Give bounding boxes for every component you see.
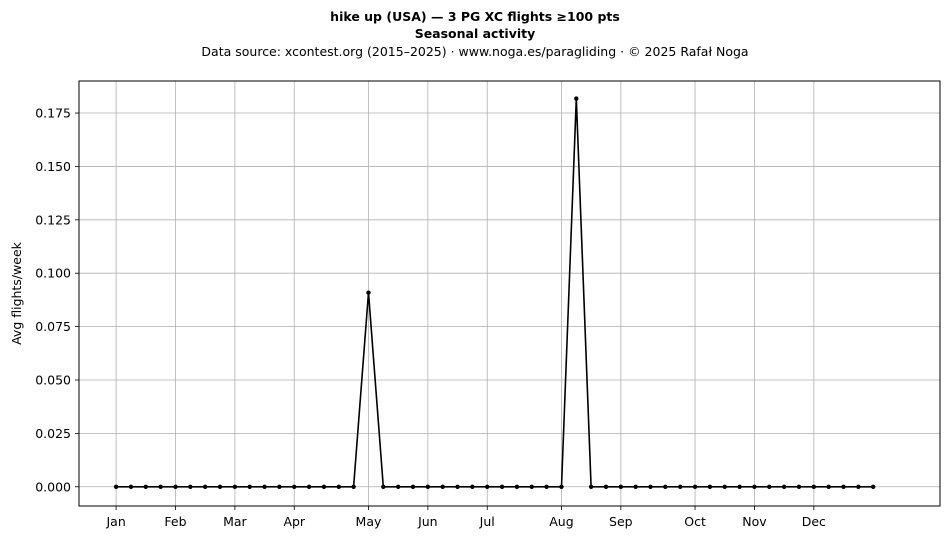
x-tick-label: Apr bbox=[283, 514, 305, 529]
data-point bbox=[870, 484, 876, 489]
data-point bbox=[841, 484, 846, 489]
data-point bbox=[811, 484, 817, 489]
data-point bbox=[232, 484, 238, 489]
data-point bbox=[574, 96, 579, 101]
data-point bbox=[559, 484, 564, 489]
data-point bbox=[455, 484, 460, 489]
series-polyline bbox=[116, 97, 874, 488]
data-point bbox=[366, 290, 371, 295]
data-point bbox=[321, 484, 327, 489]
data-point bbox=[499, 484, 505, 489]
data-point bbox=[544, 484, 549, 489]
axis-ticks: Jan Feb Mar Apr May Jun Jul Aug Sep Oct Nov Dec 0.00… bbox=[35, 106, 826, 529]
y-tick-label: 0.125 bbox=[35, 212, 71, 227]
data-point bbox=[603, 484, 609, 489]
data-point bbox=[618, 484, 624, 489]
data-point bbox=[678, 484, 683, 489]
data-point bbox=[663, 484, 668, 489]
data-point bbox=[395, 484, 401, 489]
x-tick-label: Nov bbox=[742, 514, 767, 529]
y-tick-label: 0.050 bbox=[35, 372, 71, 387]
data-point bbox=[306, 484, 312, 489]
data-point bbox=[470, 484, 475, 489]
data-point bbox=[217, 484, 223, 489]
data-point bbox=[128, 484, 134, 489]
grid-lines bbox=[79, 81, 940, 506]
data-point bbox=[143, 484, 149, 489]
data-point bbox=[826, 484, 831, 489]
data-point bbox=[188, 484, 193, 489]
data-point bbox=[633, 484, 638, 489]
x-tick-label: Sep bbox=[609, 514, 633, 529]
plot-frame bbox=[78, 80, 941, 507]
y-tick-label: 0.100 bbox=[35, 266, 71, 281]
data-point bbox=[529, 484, 534, 489]
data-point bbox=[588, 484, 594, 489]
source-note: Data source: xcontest.org (2015–2025) · … bbox=[201, 44, 749, 59]
data-point bbox=[692, 484, 698, 489]
series-line bbox=[113, 96, 876, 489]
x-tick-label: May bbox=[356, 514, 382, 529]
data-point bbox=[336, 484, 341, 489]
data-point bbox=[440, 484, 445, 489]
x-tick-label: Dec bbox=[802, 514, 826, 529]
data-point bbox=[202, 484, 208, 489]
x-tick-label: Mar bbox=[223, 514, 247, 529]
data-point bbox=[410, 484, 416, 489]
x-tick-label: Aug bbox=[549, 514, 573, 529]
chart-subtitle: Seasonal activity bbox=[414, 26, 536, 41]
data-point bbox=[113, 484, 119, 489]
x-tick-label: Jul bbox=[479, 514, 495, 529]
data-point bbox=[514, 484, 520, 489]
data-point bbox=[158, 484, 163, 489]
y-tick-label: 0.000 bbox=[35, 479, 71, 494]
data-point bbox=[292, 484, 297, 489]
data-point bbox=[752, 484, 757, 489]
y-axis-label: Avg flights/week bbox=[9, 241, 24, 345]
y-tick-label: 0.025 bbox=[35, 426, 71, 441]
data-point bbox=[707, 484, 713, 489]
data-point bbox=[781, 484, 787, 489]
data-point bbox=[247, 484, 252, 489]
y-tick-label: 0.175 bbox=[35, 106, 71, 121]
x-tick-label: Feb bbox=[164, 514, 186, 529]
y-tick-label: 0.150 bbox=[35, 159, 71, 174]
data-point bbox=[856, 484, 861, 489]
data-point bbox=[737, 484, 742, 489]
data-point bbox=[767, 484, 772, 489]
data-point bbox=[262, 484, 267, 489]
data-point bbox=[648, 484, 653, 489]
x-tick-label: Jun bbox=[417, 514, 438, 529]
data-point bbox=[796, 484, 802, 489]
data-point bbox=[425, 484, 431, 489]
data-point bbox=[722, 484, 727, 489]
chart-title: hike up (USA) — 3 PG XC flights ≥100 pts bbox=[330, 9, 620, 24]
data-point bbox=[173, 484, 178, 489]
data-point bbox=[277, 484, 282, 489]
x-tick-label: Oct bbox=[684, 514, 706, 529]
y-tick-label: 0.075 bbox=[35, 319, 71, 334]
data-point bbox=[381, 484, 386, 489]
x-tick-label: Jan bbox=[105, 514, 125, 529]
data-point bbox=[485, 484, 490, 489]
data-point bbox=[351, 484, 356, 489]
